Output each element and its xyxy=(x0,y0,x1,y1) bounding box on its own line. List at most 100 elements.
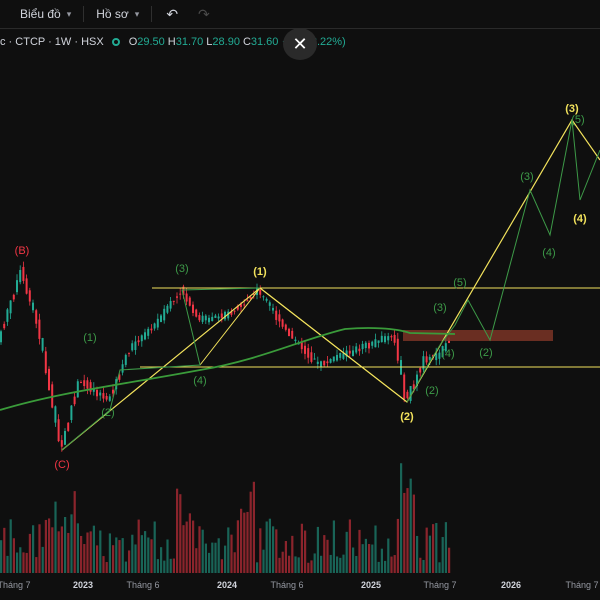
chart-menu-button[interactable]: Biểu đồ ▾ xyxy=(0,0,79,28)
volume-bar xyxy=(300,523,303,573)
volume-bar xyxy=(12,538,15,573)
candle xyxy=(70,404,73,423)
candle xyxy=(156,313,159,331)
volume-bar xyxy=(355,555,358,573)
volume-bar xyxy=(265,521,268,573)
candle xyxy=(384,333,386,344)
candle xyxy=(201,311,204,325)
time-axis-label: 2024 xyxy=(217,580,237,590)
volume-bar xyxy=(448,547,451,573)
candle xyxy=(6,307,9,326)
volume-bar xyxy=(396,518,399,573)
profile-menu-label: Hồ sơ xyxy=(96,7,129,21)
volume-bar xyxy=(310,560,313,573)
candle xyxy=(44,346,47,375)
volume-bar xyxy=(224,545,227,573)
candle xyxy=(307,343,310,364)
candle xyxy=(9,300,12,319)
candle xyxy=(208,314,210,325)
time-axis-label: Tháng 6 xyxy=(270,580,303,590)
candle xyxy=(416,370,418,392)
candle xyxy=(332,356,335,363)
wave-label: (5) xyxy=(453,277,466,289)
wave-label: (4) xyxy=(573,213,587,225)
candle xyxy=(396,332,399,364)
volume-bar xyxy=(48,518,51,573)
time-axis-label: 2023 xyxy=(73,580,93,590)
candle xyxy=(339,352,342,361)
wave-label: (2) xyxy=(400,411,414,423)
volume-bar xyxy=(329,554,332,573)
candle xyxy=(35,308,38,329)
candle xyxy=(22,261,25,284)
volume-bar xyxy=(284,541,287,573)
volume-bar xyxy=(105,562,108,573)
volume-bar xyxy=(358,529,361,573)
candle xyxy=(112,384,114,398)
chevron-down-icon: ▾ xyxy=(134,8,140,19)
time-axis-label: Tháng 6 xyxy=(126,580,159,590)
candle xyxy=(393,329,396,346)
candle xyxy=(176,292,178,304)
volume-bar xyxy=(313,553,316,573)
profile-menu-button[interactable]: Hồ sơ ▾ xyxy=(88,0,147,28)
close-button[interactable]: ✕ xyxy=(283,28,317,60)
volume-bar xyxy=(211,542,214,573)
volume-bar xyxy=(438,562,441,573)
volume-bar xyxy=(182,525,185,573)
volume-bar xyxy=(297,557,300,573)
candle xyxy=(38,313,41,345)
candle xyxy=(262,295,265,301)
volume-bar xyxy=(25,552,28,573)
volume-bar xyxy=(208,552,211,573)
volume-bar xyxy=(390,556,393,573)
volume-bar xyxy=(44,519,47,573)
volume-bar xyxy=(217,538,220,573)
volume-bar xyxy=(220,559,223,573)
candle xyxy=(272,303,274,314)
sub-wave-path-right xyxy=(406,119,600,403)
candle xyxy=(144,328,146,341)
volume-bar xyxy=(70,514,73,573)
volume-bar xyxy=(76,523,79,573)
candle xyxy=(12,293,15,302)
volume-bar xyxy=(416,535,419,573)
volume-bar xyxy=(80,535,83,573)
redo-icon[interactable]: ↷ xyxy=(198,5,210,22)
candle xyxy=(403,372,406,403)
volume-bar xyxy=(240,508,243,573)
wave-label: (B) xyxy=(15,245,30,257)
volume-bar xyxy=(166,539,169,573)
volume-bar xyxy=(214,542,217,573)
candle xyxy=(48,366,50,391)
candle xyxy=(60,435,63,452)
candle xyxy=(188,296,191,307)
volume-bar xyxy=(259,528,262,573)
volume-bar xyxy=(348,519,351,573)
volume-bar xyxy=(19,547,22,573)
volume-bar xyxy=(6,555,9,573)
candle xyxy=(284,323,287,332)
volume-bar xyxy=(262,549,265,573)
time-axis-label: Tháng 7 xyxy=(565,580,598,590)
volume-bar xyxy=(339,557,342,573)
volume-bar xyxy=(236,520,239,573)
time-axis: Tháng 7 2023 Tháng 6 2024 Tháng 6 2025 Tháng 7… xyxy=(0,580,599,590)
volume-bar xyxy=(163,560,166,573)
candle xyxy=(220,309,223,323)
candle xyxy=(230,308,233,317)
volume-bar xyxy=(444,522,447,573)
candle xyxy=(374,333,377,348)
time-axis-label: Tháng 7 xyxy=(423,580,456,590)
volume-bar xyxy=(73,491,76,573)
candle xyxy=(310,346,313,364)
symbol-title[interactable]: c · CTCP · 1W · HSX xyxy=(0,36,104,48)
volume-bar xyxy=(361,544,364,573)
candle xyxy=(118,372,121,383)
candle xyxy=(83,374,86,390)
undo-icon[interactable]: ↶ xyxy=(166,5,179,22)
volume-bar xyxy=(32,525,35,573)
toolbar-divider xyxy=(83,6,85,22)
volume-bar xyxy=(384,560,387,573)
